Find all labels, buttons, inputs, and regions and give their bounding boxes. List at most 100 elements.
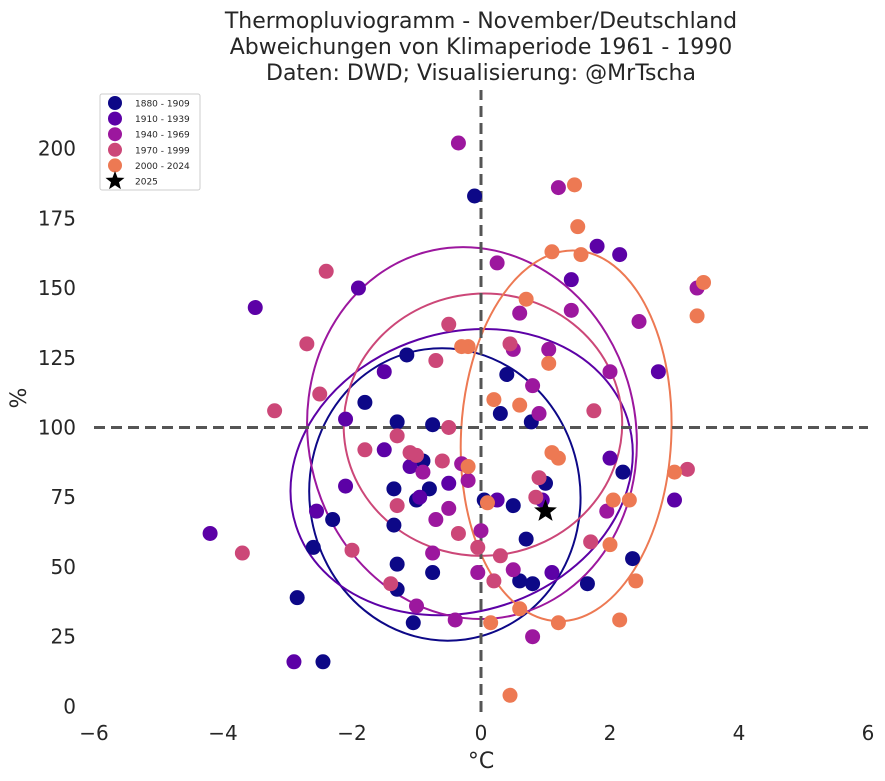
point-1880-1909 (386, 517, 402, 533)
x-tick-label: 4 (733, 721, 746, 745)
y-tick-label: 100 (38, 415, 76, 439)
x-axis-label: °C (468, 749, 494, 774)
point-1880-1909 (499, 367, 515, 383)
point-2000-2024 (518, 291, 534, 307)
point-1970-1999 (312, 386, 328, 402)
point-1970-1999 (234, 545, 250, 561)
point-1940-1969 (447, 612, 463, 628)
point-1940-1969 (599, 503, 615, 519)
legend-frame (99, 93, 201, 191)
legend: 1880 - 1909 1910 - 1939 1940 - 1969 1970 - … (99, 93, 201, 191)
point-1940-1969 (525, 378, 541, 394)
point-1940-1969 (602, 364, 618, 380)
point-1880-1909 (405, 615, 421, 631)
point-2000-2024 (689, 308, 705, 324)
point-1880-1909 (399, 347, 415, 363)
point-1880-1909 (525, 576, 541, 592)
ellipse-1880-1909 (308, 347, 582, 642)
point-1910-1939 (544, 565, 560, 581)
point-1880-1909 (615, 464, 631, 480)
point-1940-1969 (512, 305, 528, 321)
title-line-3: Daten: DWD; Visualisierung: @MrTscha (266, 61, 696, 86)
point-1880-1909 (305, 539, 321, 555)
point-2000-2024 (567, 177, 583, 193)
legend-marker (108, 127, 122, 142)
point-1880-1909 (492, 406, 508, 422)
point-2000-2024 (483, 615, 499, 631)
point-1970-1999 (492, 548, 508, 564)
point-1940-1969 (505, 562, 521, 578)
point-2000-2024 (570, 219, 586, 235)
point-1970-1999 (267, 403, 283, 419)
point-2000-2024 (544, 244, 560, 260)
point-2000-2024 (502, 687, 518, 703)
point-1970-1999 (389, 498, 405, 514)
point-1940-1969 (563, 302, 579, 318)
point-1970-1999 (586, 403, 602, 419)
point-1940-1969 (450, 135, 466, 151)
point-1970-1999 (383, 576, 399, 592)
point-1970-1999 (502, 336, 518, 352)
point-1940-1969 (460, 472, 476, 488)
point-2000-2024 (486, 392, 502, 408)
point-2000-2024 (621, 492, 637, 508)
ellipse-1940-1969 (306, 246, 638, 621)
point-2000-2024 (612, 612, 628, 628)
legend-label: 1970 - 1999 (135, 146, 190, 156)
point-1910-1939 (563, 272, 579, 288)
point-1880-1909 (518, 531, 534, 547)
point-1940-1969 (441, 500, 457, 516)
point-1970-1999 (486, 573, 502, 589)
point-1880-1909 (389, 414, 405, 430)
point-1880-1909 (425, 417, 441, 433)
point-2000-2024 (605, 492, 621, 508)
point-1940-1969 (409, 598, 424, 614)
point-2000-2024 (460, 459, 476, 475)
ellipse-1910-1939 (289, 327, 634, 617)
point-1940-1969 (631, 314, 647, 330)
point-2000-2024 (512, 601, 528, 617)
point-1970-1999 (389, 428, 405, 444)
point-1940-1969 (550, 180, 566, 196)
point-1970-1999 (531, 470, 547, 486)
point-1910-1939 (202, 525, 218, 541)
point-2000-2024 (573, 247, 589, 263)
legend-marker (108, 111, 122, 126)
x-tick-label: −6 (79, 721, 108, 745)
point-1880-1909 (386, 481, 402, 497)
y-tick-label: 25 (51, 625, 76, 649)
y-tick-label: 175 (38, 206, 76, 230)
point-1940-1969 (415, 464, 431, 480)
point-1910-1939 (338, 411, 354, 427)
y-axis-label: % (7, 388, 32, 409)
x-tick-label: 6 (862, 721, 875, 745)
point-1880-1909 (315, 654, 331, 670)
point-1880-1909 (357, 394, 373, 410)
point-1910-1939 (650, 364, 666, 380)
point-1970-1999 (528, 489, 544, 505)
point-1940-1969 (489, 255, 505, 271)
x-axis-ticks: −6 −4 −2 0 2 4 6 (79, 721, 874, 745)
ellipse-2000-2024 (459, 249, 673, 623)
y-tick-label: 0 (63, 694, 76, 718)
y-tick-label: 75 (51, 485, 76, 509)
point-2000-2024 (479, 495, 495, 511)
chart-title: Thermopluviogramm - November/Deutschland… (224, 9, 737, 86)
point-1940-1969 (425, 545, 441, 561)
point-1880-1909 (389, 556, 405, 572)
legend-marker (108, 96, 122, 110)
point-1970-1999 (428, 353, 444, 369)
point-1970-1999 (434, 453, 450, 469)
point-1910-1939 (309, 503, 325, 519)
data-points (202, 135, 712, 703)
point-2000-2024 (544, 445, 560, 461)
y-tick-label: 200 (38, 137, 76, 161)
point-1910-1939 (376, 442, 392, 458)
title-line-1: Thermopluviogramm - November/Deutschland (224, 9, 737, 34)
legend-star-marker (105, 171, 125, 190)
point-1880-1909 (625, 551, 641, 567)
point-1880-1909 (579, 576, 595, 592)
point-2000-2024 (550, 615, 566, 631)
point-2000-2024 (696, 274, 712, 290)
